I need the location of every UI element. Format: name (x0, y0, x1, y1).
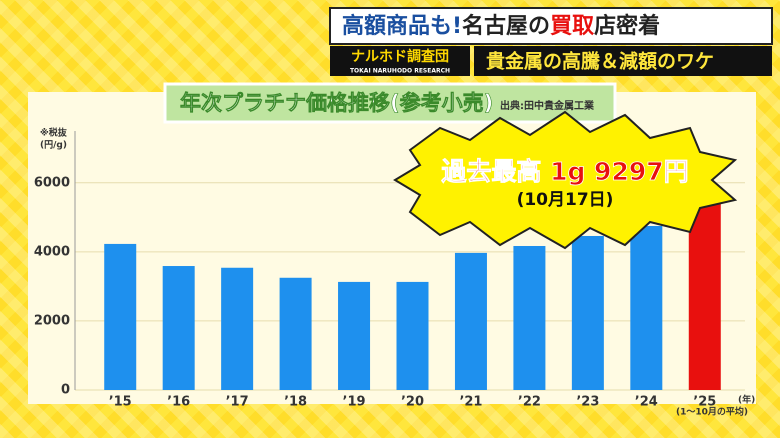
annotation: 過去最高 1g 9297円 (441, 157, 688, 186)
y-note: ※税抜 (40, 127, 68, 139)
x-tick-label: ’17 (226, 395, 249, 410)
y-unit: (円/g) (40, 140, 67, 151)
bar (279, 277, 312, 390)
x-tick-label: ’23 (576, 395, 599, 410)
y-tick-label: 2000 (34, 313, 70, 328)
y-tick-label: 0 (61, 383, 70, 398)
logo-box (330, 46, 470, 76)
x-tick-label: ’20 (401, 395, 424, 410)
bar (454, 252, 487, 390)
bar (162, 266, 195, 390)
logo-sub: TOKAI NARUHODO RESEARCH (350, 68, 450, 75)
x-tick-label: ’21 (459, 395, 482, 410)
x-tick-label: ’16 (167, 395, 190, 410)
chart-title: 年次プラチナ価格推移(参考小売) (180, 91, 493, 115)
x-tick-label: ’19 (343, 395, 366, 410)
x-tick-label: ’15 (109, 395, 132, 410)
title-banner (163, 82, 617, 124)
x-tick-label: ’18 (284, 395, 307, 410)
bar (104, 243, 137, 390)
bar (571, 235, 604, 390)
bar (513, 245, 546, 390)
x-tick-label: ’25 (693, 395, 716, 410)
bar (338, 281, 371, 390)
x-tick-label: ’22 (518, 395, 541, 410)
header-title: 高額商品も!名古屋の買取店密着 (342, 13, 660, 39)
annotation-sub: (10月17日) (517, 190, 614, 210)
x-tick-label: ’24 (635, 395, 658, 410)
bar (688, 191, 721, 390)
subtitle: 貴金属の高騰＆減額のワケ (486, 50, 714, 73)
bar (630, 225, 663, 390)
header-box (329, 7, 773, 45)
x-unit: (年) (738, 394, 755, 406)
logo: ナルホド調査団 (351, 48, 449, 65)
header-part: 店密着 (594, 13, 660, 39)
header-part: 名古屋の (462, 13, 550, 39)
x-note: (1～10月の平均) (676, 406, 748, 418)
bar (396, 281, 429, 390)
bar (221, 267, 254, 390)
y-tick-label: 6000 (34, 175, 70, 190)
starburst (393, 110, 738, 250)
subtitle-box (474, 46, 772, 76)
source: 出典:田中貴金属工業 (500, 99, 595, 112)
y-tick-label: 4000 (34, 244, 70, 259)
header-part: 高額商品も! (342, 13, 462, 39)
header-part: 買取 (550, 14, 594, 39)
